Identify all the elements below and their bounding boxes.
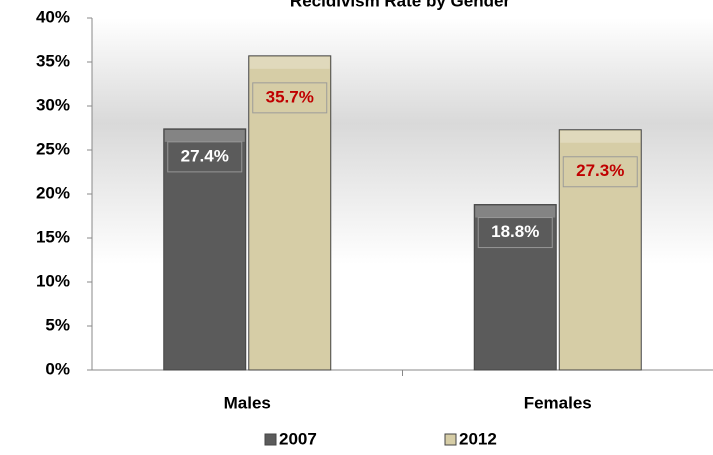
x-tick-label: Males	[224, 393, 271, 412]
bar-top	[475, 205, 556, 218]
value-label: 18.8%	[491, 222, 539, 241]
bar-top	[164, 129, 245, 142]
y-tick-label: 40%	[36, 7, 70, 26]
value-label: 27.4%	[181, 146, 229, 165]
y-tick-label: 35%	[36, 51, 70, 70]
value-label-box	[167, 141, 243, 173]
value-label: 27.3%	[576, 161, 624, 180]
legend-label: 2012	[459, 429, 497, 448]
chart-title: Recidivism Rate by Gender	[290, 0, 511, 10]
legend-swatch	[264, 433, 277, 446]
bar-top	[560, 130, 641, 143]
bar-top	[249, 56, 330, 69]
y-tick-label: 20%	[36, 183, 70, 202]
x-tick-label: Females	[524, 393, 592, 412]
y-tick-label: 15%	[36, 227, 70, 246]
y-tick-label: 25%	[36, 139, 70, 158]
legend-label: 2007	[279, 429, 317, 448]
legend-swatch	[444, 433, 457, 446]
y-tick-label: 10%	[36, 271, 70, 290]
y-tick-label: 0%	[45, 359, 70, 378]
y-tick-label: 30%	[36, 95, 70, 114]
value-label-box	[477, 217, 553, 249]
value-label-box	[562, 156, 638, 188]
value-label: 35.7%	[266, 87, 314, 106]
y-tick-label: 5%	[45, 315, 70, 334]
value-label-box	[252, 82, 328, 114]
